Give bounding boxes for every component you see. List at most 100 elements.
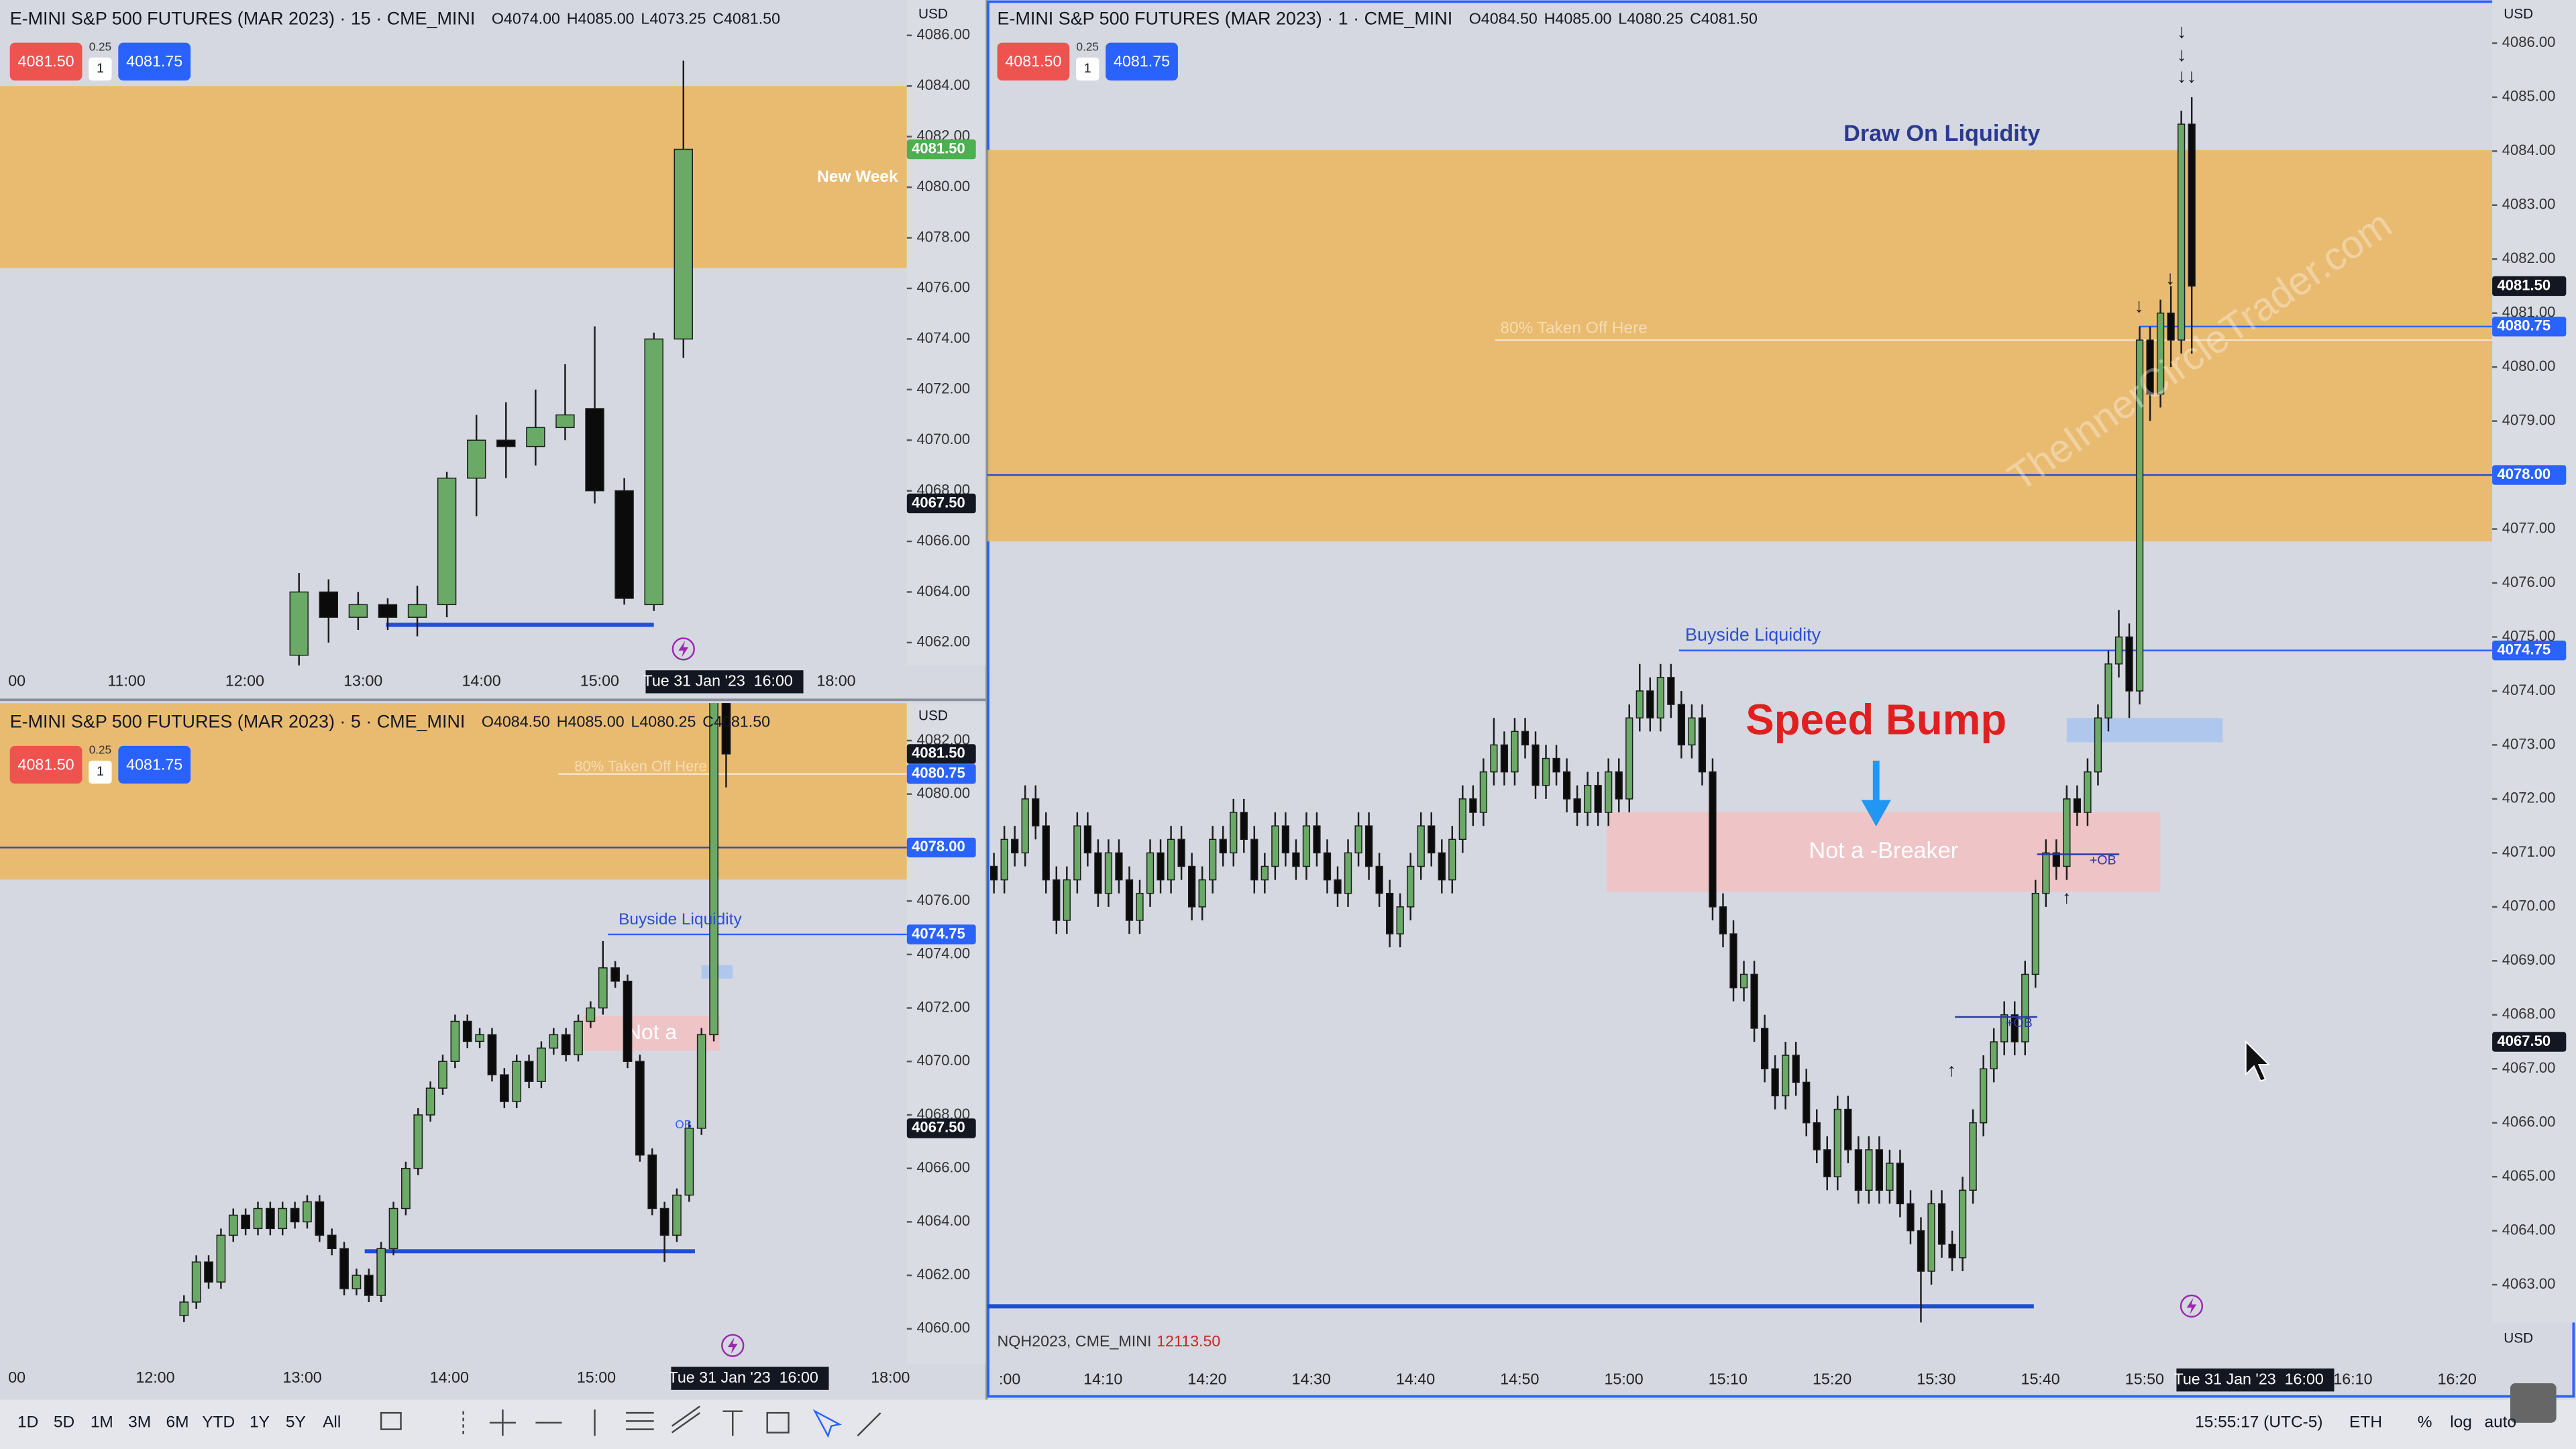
sell-price[interactable]: 4081.50 bbox=[1005, 52, 1061, 70]
candle-body bbox=[1927, 1203, 1935, 1272]
y-tick-label: 4070.00 bbox=[2502, 898, 2556, 914]
candle-body bbox=[2114, 636, 2123, 665]
x-tick-label: 15:40 bbox=[2021, 1370, 2060, 1387]
candle-body bbox=[549, 1034, 559, 1049]
icon[interactable] bbox=[722, 1410, 743, 1436]
candle-body bbox=[191, 1261, 201, 1303]
buy-button[interactable] bbox=[1106, 42, 1178, 80]
candle-body bbox=[635, 1061, 645, 1156]
y-tick-label: 4063.00 bbox=[2502, 1275, 2556, 1292]
quantity-box[interactable] bbox=[1076, 57, 1099, 80]
icon[interactable] bbox=[671, 1405, 700, 1434]
icon[interactable] bbox=[626, 1411, 654, 1430]
session[interactable]: ETH bbox=[2349, 1413, 2382, 1431]
timeframe-button[interactable]: 1D bbox=[17, 1413, 38, 1431]
annotation: +OB bbox=[2090, 853, 2116, 867]
candle-body bbox=[1813, 1122, 1821, 1150]
crosshair-time-box bbox=[645, 670, 804, 694]
icon[interactable] bbox=[857, 1412, 881, 1437]
arrow-head bbox=[1861, 800, 1891, 826]
currency[interactable]: USD bbox=[2504, 7, 2533, 22]
alert-icon bbox=[672, 637, 695, 661]
candle-body bbox=[1532, 744, 1540, 786]
candle-body bbox=[1594, 785, 1602, 813]
y-tick-label: 4072.00 bbox=[917, 380, 971, 397]
buy-button[interactable] bbox=[118, 745, 191, 784]
price-label: 4078.00 bbox=[912, 838, 965, 855]
price-label: 4067.50 bbox=[2497, 1032, 2551, 1049]
timeframe-button[interactable]: 5D bbox=[54, 1413, 74, 1431]
candle-body bbox=[1157, 852, 1165, 881]
timeframe-button[interactable]: 1M bbox=[91, 1413, 113, 1431]
tick-size: 0.25 bbox=[89, 743, 111, 757]
sell-button[interactable] bbox=[9, 745, 83, 784]
icon[interactable] bbox=[489, 1409, 516, 1436]
candle-body bbox=[1198, 879, 1206, 908]
candle-body bbox=[1552, 757, 1560, 773]
icon[interactable] bbox=[812, 1409, 843, 1438]
y-tick-label: 4084.00 bbox=[2502, 142, 2556, 158]
candle-body bbox=[437, 478, 457, 606]
currency[interactable]: USD bbox=[918, 7, 948, 22]
candle-body bbox=[1167, 839, 1175, 881]
icon[interactable] bbox=[766, 1411, 790, 1434]
scale-option[interactable]: auto bbox=[2485, 1413, 2517, 1431]
price-label: 4080.75 bbox=[912, 765, 965, 782]
annotation: OB bbox=[675, 1118, 692, 1131]
y-tick-label: 4064.00 bbox=[917, 582, 971, 599]
quantity-box[interactable] bbox=[89, 760, 112, 784]
price-label: 4080.75 bbox=[2497, 317, 2551, 334]
candle-body bbox=[696, 1034, 706, 1129]
timeframe-button[interactable]: 1Y bbox=[250, 1413, 270, 1431]
candle-body bbox=[561, 1034, 571, 1056]
candle-body bbox=[1937, 1203, 1946, 1245]
quantity-box[interactable] bbox=[89, 57, 112, 80]
quantity[interactable]: 1 bbox=[97, 764, 104, 779]
candle-body bbox=[1844, 1108, 1852, 1150]
y-tick-label: 4060.00 bbox=[917, 1320, 971, 1336]
candle-body bbox=[2063, 798, 2071, 867]
plot-area: New Week bbox=[0, 60, 907, 665]
price-label-box bbox=[2492, 317, 2567, 337]
timeframe-button[interactable]: 3M bbox=[128, 1413, 151, 1431]
scale-option[interactable]: log bbox=[2450, 1413, 2472, 1431]
y-tick-label: 4072.00 bbox=[2502, 790, 2556, 806]
scale-option[interactable]: % bbox=[2418, 1413, 2432, 1431]
currency[interactable]: USD bbox=[2504, 1330, 2533, 1346]
buy-button[interactable] bbox=[118, 42, 191, 80]
candle-body bbox=[614, 490, 634, 599]
alert-icon bbox=[721, 1334, 745, 1357]
candle-body bbox=[1000, 839, 1008, 881]
candle-body bbox=[1177, 839, 1185, 867]
quantity[interactable]: 1 bbox=[97, 61, 104, 76]
icon[interactable] bbox=[380, 1411, 402, 1430]
timeframe-button[interactable]: YTD bbox=[202, 1413, 235, 1431]
timeframe-button[interactable]: 5Y bbox=[286, 1413, 306, 1431]
buy-price[interactable]: 4081.75 bbox=[126, 755, 182, 773]
price-label: 4074.75 bbox=[912, 925, 965, 942]
settings-button[interactable] bbox=[2510, 1383, 2557, 1423]
candle-body bbox=[388, 1208, 398, 1249]
sell-button[interactable] bbox=[997, 42, 1070, 80]
candle-body bbox=[1469, 798, 1477, 813]
candle-body bbox=[1573, 798, 1581, 813]
buy-price[interactable]: 4081.75 bbox=[1114, 52, 1170, 70]
sell-price[interactable]: 4081.50 bbox=[18, 52, 74, 70]
y-tick-label: 4070.00 bbox=[917, 431, 971, 447]
candle-body bbox=[1584, 785, 1592, 813]
symbol-title: E-MINI S&P 500 FUTURES (MAR 2023) · 1 · … bbox=[998, 8, 1453, 28]
currency[interactable]: USD bbox=[918, 708, 948, 723]
buy-price[interactable]: 4081.75 bbox=[126, 52, 182, 70]
sell-button[interactable] bbox=[9, 42, 83, 80]
timeframe-button[interactable]: All bbox=[323, 1413, 341, 1431]
candle-body bbox=[574, 1020, 583, 1056]
sell-price[interactable]: 4081.50 bbox=[18, 755, 74, 773]
candle-body bbox=[586, 1007, 596, 1022]
candle-body bbox=[1635, 690, 1644, 718]
timeframe-button[interactable]: 6M bbox=[166, 1413, 189, 1431]
quantity[interactable]: 1 bbox=[1084, 61, 1091, 76]
y-tick-label: 4086.00 bbox=[917, 26, 971, 43]
annotation: Speed Bump bbox=[1746, 696, 2006, 743]
candle-body bbox=[1709, 771, 1717, 908]
candle-body bbox=[289, 591, 309, 656]
